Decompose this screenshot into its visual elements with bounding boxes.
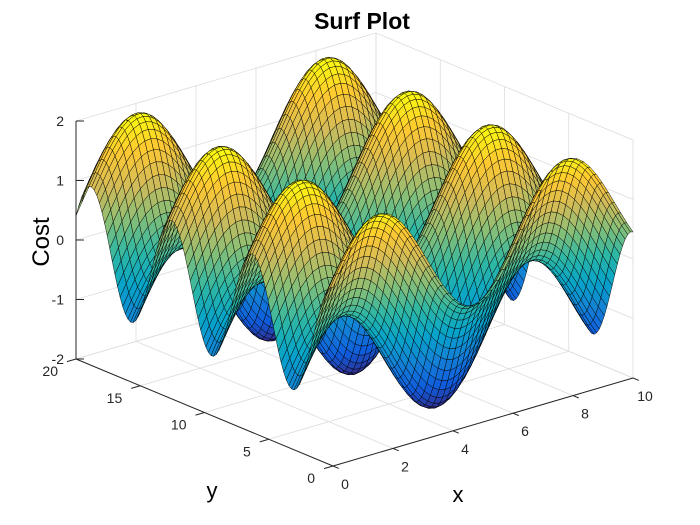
x-tick — [632, 377, 639, 381]
x-tick-label: 2 — [401, 458, 409, 474]
grid-line — [75, 32, 377, 122]
x-tick-label: 8 — [581, 406, 589, 422]
x-axis-line — [332, 377, 634, 467]
x-tick-label: 4 — [461, 441, 469, 457]
x-axis-label: x — [453, 482, 464, 507]
z-tick-label: -1 — [52, 292, 65, 308]
x-tick — [572, 395, 579, 399]
y-tick — [195, 412, 205, 416]
y-tick-label: 5 — [243, 443, 251, 459]
z-tick-label: 0 — [56, 232, 64, 248]
y-tick-label: 20 — [42, 363, 58, 379]
z-axis-label: Cost — [28, 217, 55, 267]
grid-line — [375, 32, 634, 141]
y-tick — [66, 358, 77, 363]
surface-layer — [75, 57, 634, 409]
y-tick — [259, 438, 269, 443]
y-tick-label: 10 — [171, 417, 187, 433]
x-tick-label: 0 — [341, 476, 349, 492]
x-tick-label: 6 — [521, 423, 529, 439]
z-tick-label: 2 — [56, 113, 64, 129]
chart-title: Surf Plot — [314, 8, 410, 34]
y-tick — [323, 465, 334, 470]
y-tick — [131, 385, 141, 389]
x-tick-label: 10 — [637, 388, 653, 404]
x-tick — [332, 465, 339, 469]
y-axis-label: y — [207, 478, 218, 503]
y-tick-label: 0 — [307, 470, 315, 486]
z-tick-label: 1 — [56, 173, 64, 189]
y-tick-label: 15 — [107, 390, 123, 406]
x-tick — [452, 430, 459, 434]
z-tick-label: -2 — [52, 351, 65, 367]
x-tick — [392, 447, 399, 452]
surface-patch — [624, 222, 634, 233]
x-tick — [512, 412, 519, 417]
tick-layer: 0 2 4 6 8 10 0 5 10 15 20-2 -1 0 1 2 — [42, 113, 653, 492]
